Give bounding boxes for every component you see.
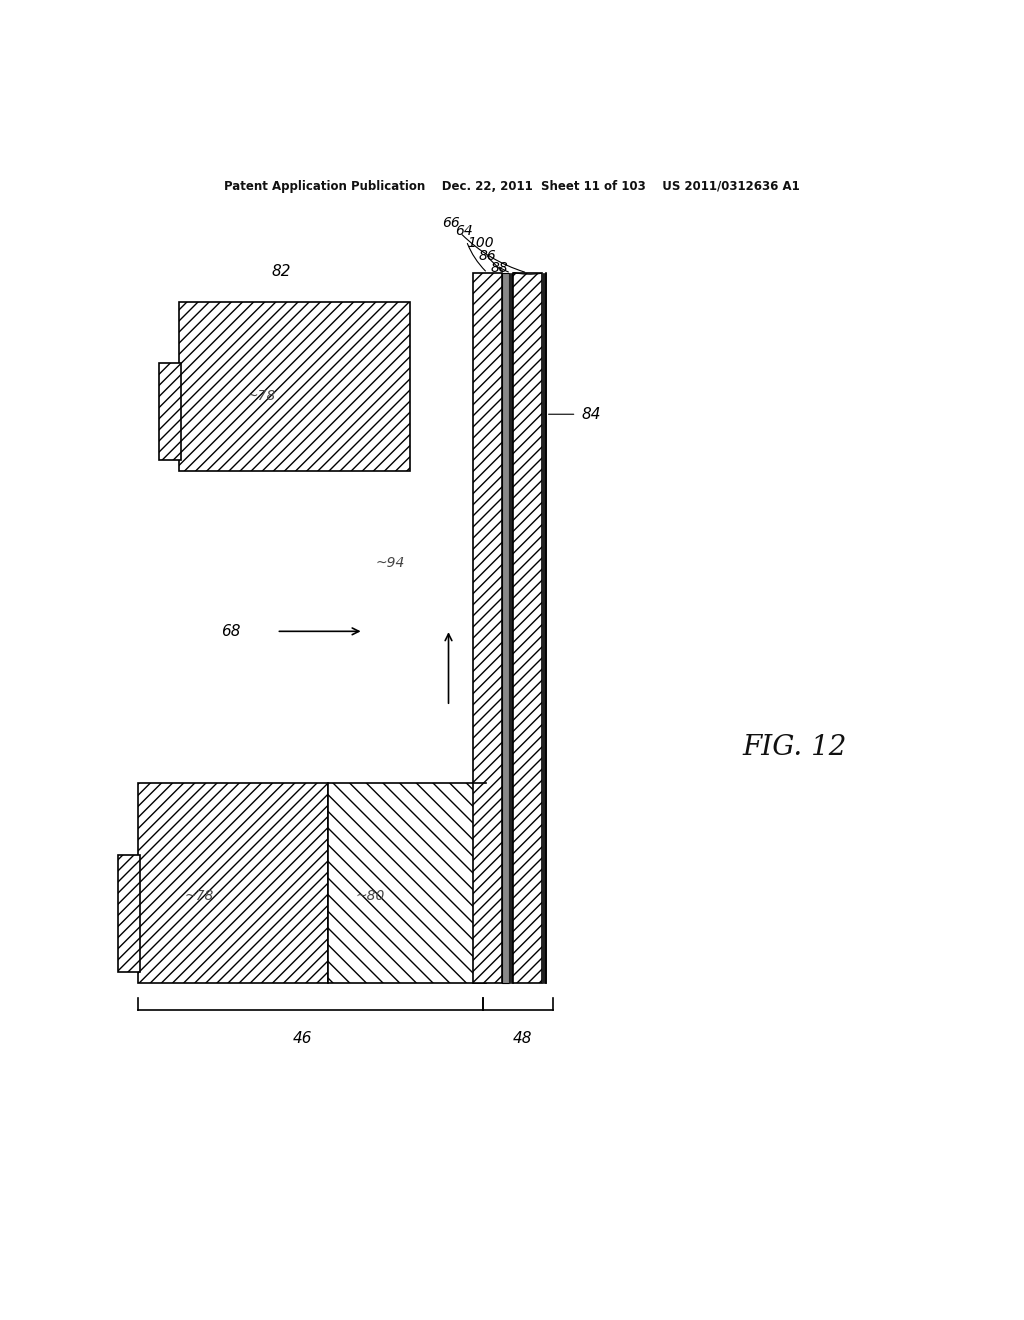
- Text: 48: 48: [512, 1031, 532, 1045]
- Text: ~80: ~80: [356, 888, 385, 903]
- Text: ~78: ~78: [247, 389, 275, 403]
- Bar: [473, 273, 502, 982]
- Bar: [513, 273, 542, 982]
- Bar: [159, 363, 181, 461]
- Text: 46: 46: [292, 1031, 312, 1045]
- Text: Patent Application Publication    Dec. 22, 2011  Sheet 11 of 103    US 2011/0312: Patent Application Publication Dec. 22, …: [224, 181, 800, 194]
- Bar: [502, 273, 509, 982]
- Text: FIG. 12: FIG. 12: [742, 734, 847, 760]
- Text: 82: 82: [271, 264, 291, 279]
- Text: 88: 88: [490, 261, 541, 275]
- Bar: [138, 783, 328, 982]
- Bar: [328, 783, 486, 982]
- Text: 84: 84: [582, 407, 601, 422]
- Text: ~94: ~94: [375, 556, 404, 570]
- Text: 66: 66: [442, 216, 524, 272]
- Text: 68: 68: [221, 624, 241, 639]
- Bar: [179, 301, 410, 470]
- Bar: [118, 854, 140, 973]
- Text: 64: 64: [455, 224, 485, 271]
- Bar: [509, 273, 513, 982]
- Text: 86: 86: [478, 248, 508, 272]
- Bar: [542, 273, 546, 982]
- Text: ~78: ~78: [185, 888, 214, 903]
- Text: 100: 100: [467, 236, 503, 272]
